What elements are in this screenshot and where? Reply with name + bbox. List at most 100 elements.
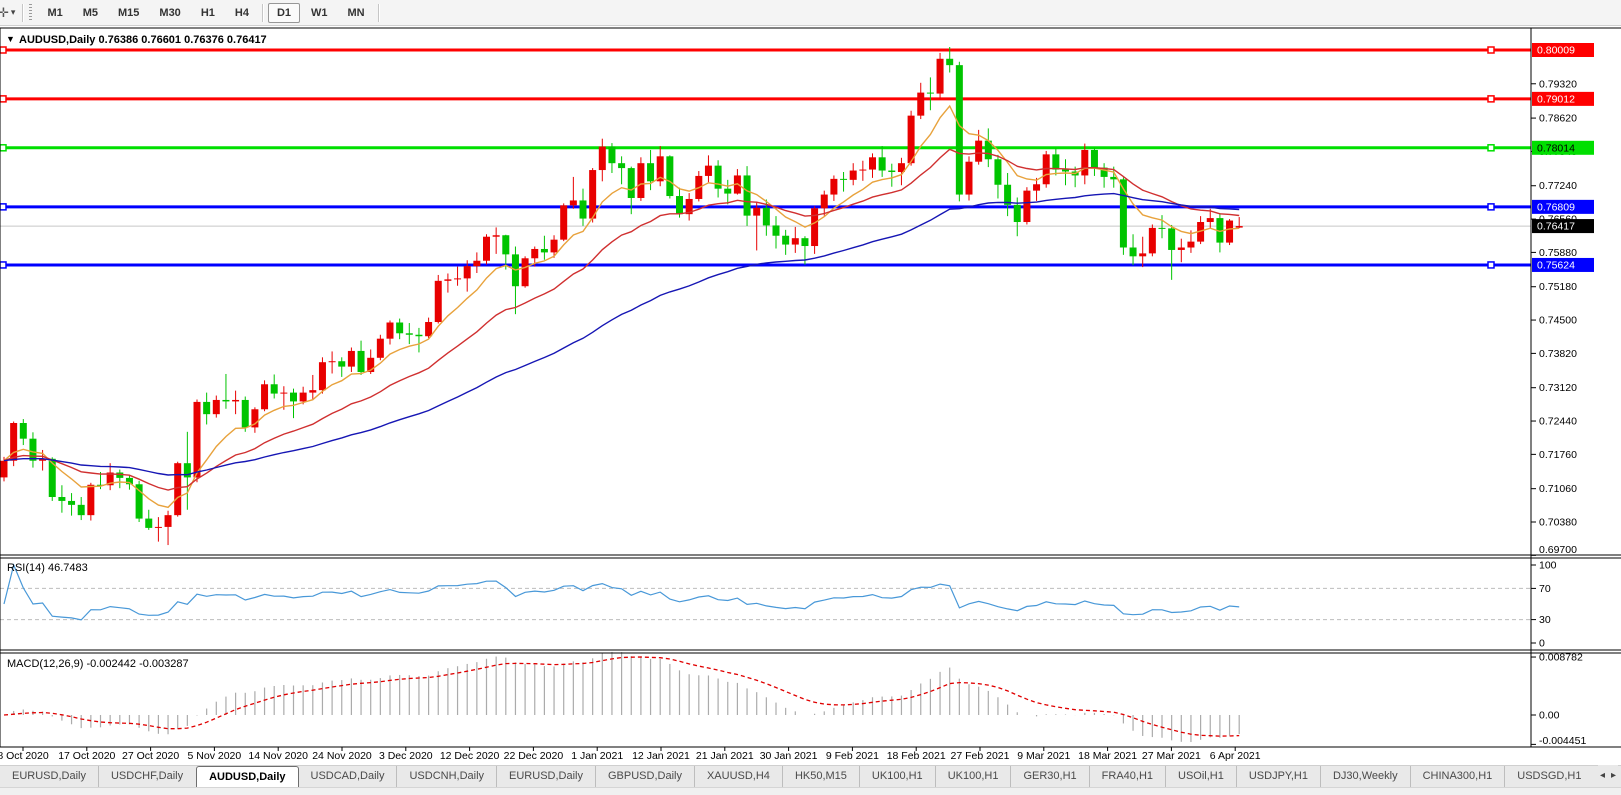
chart-tab-china300-h1[interactable]: CHINA300,H1 — [1409, 766, 1505, 787]
timeframe-toolbar: ✛ ▾ M1 M5 M15 M30 H1 H4 D1 W1 MN — [0, 0, 1621, 26]
timeframe-button-m5[interactable]: M5 — [82, 6, 98, 19]
price-axis: 0.793200.786200.779400.772400.765600.758… — [1531, 43, 1594, 556]
svg-text:0.72440: 0.72440 — [1539, 416, 1577, 428]
svg-text:17 Oct 2020: 17 Oct 2020 — [58, 750, 115, 762]
svg-text:0: 0 — [1539, 638, 1545, 650]
svg-text:6 Apr 2021: 6 Apr 2021 — [1210, 750, 1261, 762]
svg-text:30 Jan 2021: 30 Jan 2021 — [760, 750, 818, 762]
svg-text:12 Dec 2020: 12 Dec 2020 — [440, 750, 500, 762]
svg-text:14 Nov 2020: 14 Nov 2020 — [248, 750, 308, 762]
chart-canvas[interactable]: 0.793200.786200.779400.772400.765600.758… — [0, 0, 1621, 765]
svg-text:0.75180: 0.75180 — [1539, 281, 1577, 293]
status-bar — [0, 787, 1621, 795]
svg-text:0.77240: 0.77240 — [1539, 180, 1577, 192]
timeframe-button-m1[interactable]: M1 — [47, 6, 63, 19]
svg-text:3 Dec 2020: 3 Dec 2020 — [379, 750, 433, 762]
svg-text:100: 100 — [1539, 560, 1557, 572]
macd-label: MACD(12,26,9) -0.002442 -0.003287 — [7, 658, 189, 670]
svg-text:0.73820: 0.73820 — [1539, 348, 1577, 360]
tab-scroll-arrows: ◂ ▸ — [1597, 765, 1618, 787]
timeframe-buttons-group: M1 M5 M15 M30 H1 H4 D1 W1 MN — [37, 2, 382, 23]
svg-text:27 Feb 2021: 27 Feb 2021 — [951, 750, 1010, 762]
svg-text:5 Nov 2020: 5 Nov 2020 — [188, 750, 242, 762]
tab-scroll-right-button[interactable]: ▸ — [1610, 770, 1616, 781]
chart-tab-usoil-h1[interactable]: USOil,H1 — [1165, 766, 1236, 787]
svg-text:18 Mar 2021: 18 Mar 2021 — [1078, 750, 1137, 762]
svg-text:9 Mar 2021: 9 Mar 2021 — [1017, 750, 1070, 762]
timeframe-button-m15[interactable]: M15 — [118, 6, 140, 19]
svg-text:0.71060: 0.71060 — [1539, 483, 1577, 495]
svg-text:0.78014: 0.78014 — [1537, 142, 1575, 154]
chart-tab-usdjpy-h1[interactable]: USDJPY,H1 — [1235, 766, 1320, 787]
svg-text:0.69700: 0.69700 — [1539, 544, 1577, 556]
svg-text:18 Feb 2021: 18 Feb 2021 — [887, 750, 946, 762]
svg-text:0.73120: 0.73120 — [1539, 382, 1577, 394]
svg-text:0.75880: 0.75880 — [1539, 247, 1577, 259]
svg-text:0.79012: 0.79012 — [1537, 93, 1575, 105]
svg-text:27 Oct 2020: 27 Oct 2020 — [122, 750, 179, 762]
chart-tabs-bar: EURUSD,Daily USDCHF,Daily AUDUSD,Daily USDC… — [0, 765, 1621, 787]
svg-text:0.70380: 0.70380 — [1539, 517, 1577, 529]
svg-text:8 Oct 2020: 8 Oct 2020 — [0, 750, 49, 762]
rsi-label: RSI(14) 46.7483 — [7, 562, 88, 574]
tab-scroll-left-button[interactable]: ◂ — [1599, 770, 1605, 781]
chart-title: ▼ AUDUSD,Daily 0.76386 0.76601 0.76376 0.… — [6, 34, 267, 46]
svg-text:12 Jan 2021: 12 Jan 2021 — [632, 750, 690, 762]
svg-text:70: 70 — [1539, 583, 1551, 595]
dropdown-caret-icon[interactable]: ▾ — [10, 7, 16, 17]
svg-text:30: 30 — [1539, 614, 1551, 626]
svg-text:0.71760: 0.71760 — [1539, 449, 1577, 461]
date-axis: 8 Oct 2020 17 Oct 2020 27 Oct 2020 5 Nov 20… — [0, 747, 1261, 762]
svg-text:21 Jan 2021: 21 Jan 2021 — [696, 750, 754, 762]
svg-text:0.78620: 0.78620 — [1539, 113, 1577, 125]
svg-text:0.008782: 0.008782 — [1539, 652, 1583, 664]
timeframe-button-h1[interactable]: H1 — [200, 6, 215, 19]
svg-text:22 Dec 2020: 22 Dec 2020 — [504, 750, 564, 762]
svg-text:-0.004451: -0.004451 — [1539, 735, 1586, 747]
toolbar-separator — [22, 3, 25, 22]
chart-tab-ger30-h1[interactable]: GER30,H1 — [1010, 766, 1088, 787]
timeframe-button-mn[interactable]: MN — [347, 6, 365, 19]
toolbar-drag-handle[interactable] — [29, 3, 33, 22]
svg-text:1 Jan 2021: 1 Jan 2021 — [571, 750, 623, 762]
chart-tab-uk100-h1[interactable]: UK100,H1 — [934, 766, 1011, 787]
chart-tab-eurusd-daily[interactable]: EURUSD,Daily — [496, 766, 595, 787]
svg-text:▼: ▼ — [6, 34, 15, 44]
chart-tab-audusd-daily[interactable]: AUDUSD,Daily — [196, 766, 299, 787]
svg-text:9 Feb 2021: 9 Feb 2021 — [826, 750, 879, 762]
svg-text:0.80009: 0.80009 — [1537, 45, 1575, 57]
crosshair-icon[interactable]: ✛ — [0, 4, 9, 20]
chart-tab-usdcad-daily[interactable]: USDCAD,Daily — [310, 770, 385, 782]
chart-tab-eurusd-daily[interactable]: EURUSD,Daily — [12, 770, 86, 782]
svg-text:0.74500: 0.74500 — [1539, 315, 1577, 327]
timeframe-button-w1[interactable]: W1 — [311, 6, 328, 19]
macd-signal-line — [3, 656, 1240, 737]
toolbar-separator — [377, 3, 380, 22]
chart-tab-usdcnh-daily[interactable]: USDCNH,Daily — [396, 766, 496, 787]
chart-tab-usdsgd-h1[interactable]: USDSGD,H1 — [1504, 766, 1593, 787]
chart-tab-gbpusd-daily[interactable]: GBPUSD,Daily — [595, 766, 694, 787]
chart-tab-usdchf-daily[interactable]: USDCHF,Daily — [97, 766, 195, 787]
svg-text:0.75624: 0.75624 — [1537, 259, 1575, 271]
timeframe-button-d1[interactable]: D1 — [267, 2, 300, 23]
chart-tab-hk50-m15[interactable]: HK50,M15 — [781, 766, 859, 787]
chart-tab-fra40-h1[interactable]: FRA40,H1 — [1088, 766, 1165, 787]
macd-panel: 0.008782 0.00 -0.004451 MACD(12,26,9) -0.00… — [3, 652, 1586, 747]
ma-line-fast — [3, 104, 1240, 509]
horizontal-level-lines — [0, 46, 1531, 269]
svg-text:0.00: 0.00 — [1539, 710, 1560, 722]
svg-text:24 Nov 2020: 24 Nov 2020 — [312, 750, 372, 762]
chart-tab-dj30-weekly[interactable]: DJ30,Weekly — [1319, 766, 1410, 787]
rsi-line — [3, 563, 1240, 621]
chart-tab-xauusd-h4[interactable]: XAUUSD,H4 — [693, 766, 782, 787]
svg-text:27 Mar 2021: 27 Mar 2021 — [1142, 750, 1201, 762]
ma-line-slow — [3, 192, 1240, 476]
ma-line-medium — [3, 148, 1240, 491]
timeframe-button-h4[interactable]: H4 — [234, 6, 249, 19]
svg-text:0.79320: 0.79320 — [1539, 78, 1577, 90]
svg-text:0.76809: 0.76809 — [1537, 201, 1575, 213]
chart-tab-uk100-h1[interactable]: UK100,H1 — [858, 766, 935, 787]
toolbar-separator — [261, 3, 264, 22]
timeframe-button-m30[interactable]: M30 — [159, 6, 181, 19]
